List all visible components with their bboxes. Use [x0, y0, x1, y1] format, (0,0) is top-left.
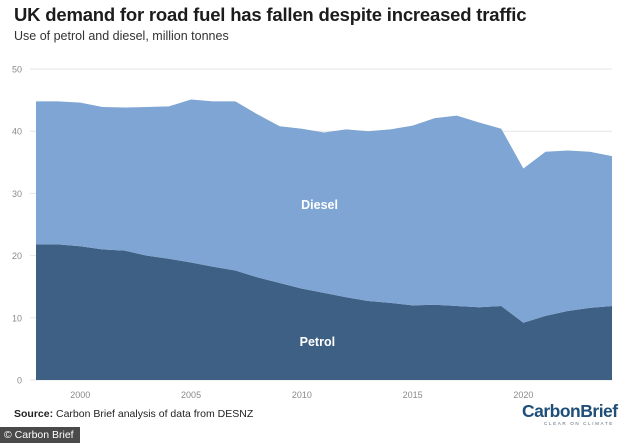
x-tick-label: 2020 [513, 390, 533, 400]
logo-tagline: CLEAR ON CLIMATE [544, 421, 614, 426]
logo-wordmark: CarbonBrief [522, 401, 618, 421]
x-tick-label: 2005 [181, 390, 201, 400]
y-tick-label: 10 [12, 313, 22, 323]
y-tick-label: 20 [12, 251, 22, 261]
x-tick-label: 2010 [292, 390, 312, 400]
series-label-diesel: Diesel [301, 198, 338, 212]
y-tick-label: 40 [12, 127, 22, 137]
y-tick-label: 50 [12, 65, 22, 75]
source-note: Source: Carbon Brief analysis of data fr… [14, 408, 253, 420]
series-labels: Petrol Diesel [300, 198, 338, 349]
chart-title: UK demand for road fuel has fallen despi… [14, 4, 527, 25]
carbon-brief-logo: CarbonBrief CLEAR ON CLIMATE [522, 401, 622, 427]
series-label-petrol: Petrol [300, 335, 335, 349]
chart-subtitle: Use of petrol and diesel, million tonnes [14, 29, 229, 43]
area-diesel [36, 99, 612, 323]
x-tick-label: 2000 [70, 390, 90, 400]
area-layer [36, 99, 612, 380]
source-text: Carbon Brief analysis of data from DESNZ [53, 408, 254, 420]
source-label: Source: [14, 408, 54, 420]
area-petrol [36, 244, 612, 380]
image-credit: © Carbon Brief [0, 427, 80, 443]
axis-labels: 0 10 20 30 40 50 2000 2005 2010 2015 2020 [12, 65, 533, 401]
y-tick-label: 0 [17, 376, 22, 386]
x-tick-label: 2015 [403, 390, 423, 400]
y-tick-label: 30 [12, 189, 22, 199]
